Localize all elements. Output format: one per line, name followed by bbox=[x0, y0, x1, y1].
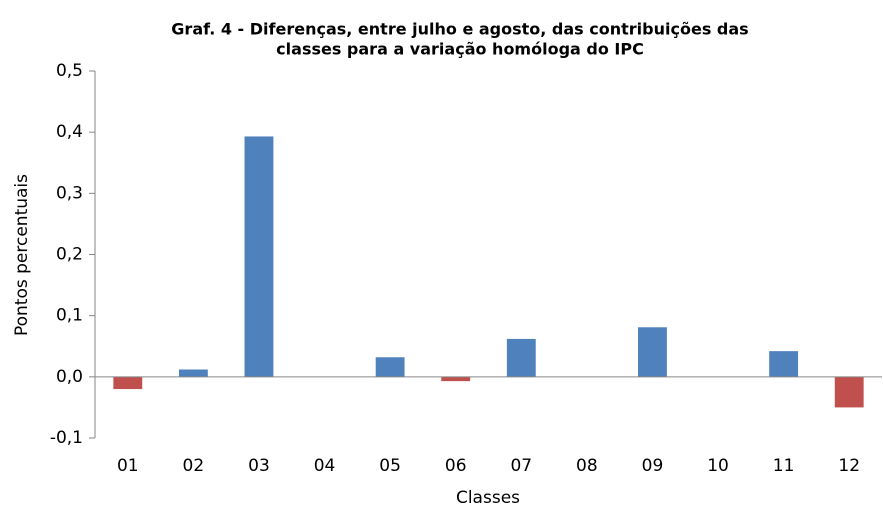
x-tick-label: 05 bbox=[379, 456, 401, 476]
x-axis-label: Classes bbox=[456, 488, 520, 508]
x-tick-label: 08 bbox=[576, 456, 598, 476]
y-tick-label: 0,3 bbox=[56, 183, 83, 203]
y-tick-label: 0,0 bbox=[56, 367, 83, 387]
y-tick-label: 0,4 bbox=[56, 122, 83, 142]
bar bbox=[113, 376, 143, 390]
chart-title: Graf. 4 - Diferenças, entre julho e agos… bbox=[171, 20, 748, 39]
x-tick-label: 04 bbox=[314, 456, 336, 476]
x-tick-label: 03 bbox=[248, 456, 270, 476]
y-tick-label: -0,1 bbox=[50, 428, 83, 448]
bar bbox=[834, 376, 864, 408]
x-tick-label: 11 bbox=[773, 456, 795, 476]
bar bbox=[441, 376, 471, 382]
x-tick-label: 07 bbox=[510, 456, 532, 476]
bar bbox=[178, 369, 208, 377]
bar bbox=[244, 136, 274, 377]
bar bbox=[638, 327, 667, 377]
x-tick-label: 09 bbox=[642, 456, 664, 476]
chart-title: classes para a variação homóloga do IPC bbox=[276, 40, 644, 59]
x-tick-label: 12 bbox=[838, 456, 860, 476]
x-tick-label: 06 bbox=[445, 456, 467, 476]
x-tick-label: 02 bbox=[183, 456, 205, 476]
y-tick-label: 0,2 bbox=[56, 245, 83, 265]
bar bbox=[769, 351, 799, 377]
x-tick-label: 10 bbox=[707, 456, 729, 476]
y-tick-label: 0,1 bbox=[56, 306, 83, 326]
x-tick-label: 01 bbox=[117, 456, 139, 476]
y-tick-label: 0,5 bbox=[56, 61, 83, 81]
bar bbox=[375, 357, 405, 377]
y-axis-label: Pontos percentuais bbox=[12, 174, 32, 336]
bar bbox=[506, 338, 536, 377]
